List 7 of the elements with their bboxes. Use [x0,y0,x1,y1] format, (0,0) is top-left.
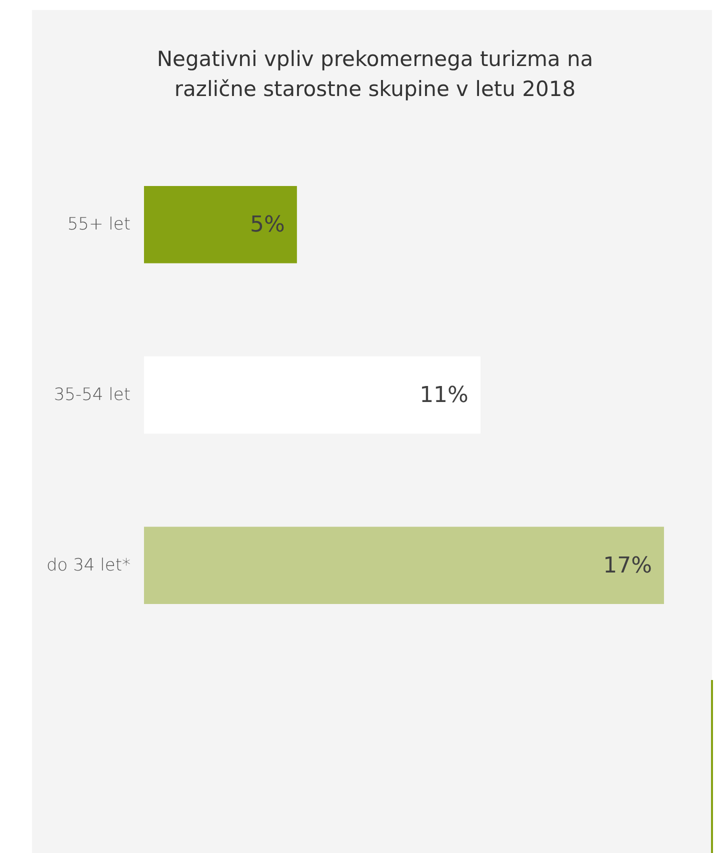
chart-title: Negativni vpliv prekomernega turizma na različne starostne skupine v letu 2018 [156,47,594,101]
data-label: 17% [603,553,652,578]
y-tick-label: do 34 let* [46,555,130,576]
y-tick-label: 35-54 let [54,385,130,405]
data-label: 11% [420,383,468,408]
data-label: 5% [250,212,285,238]
y-tick-label: 55+ let [67,214,130,235]
